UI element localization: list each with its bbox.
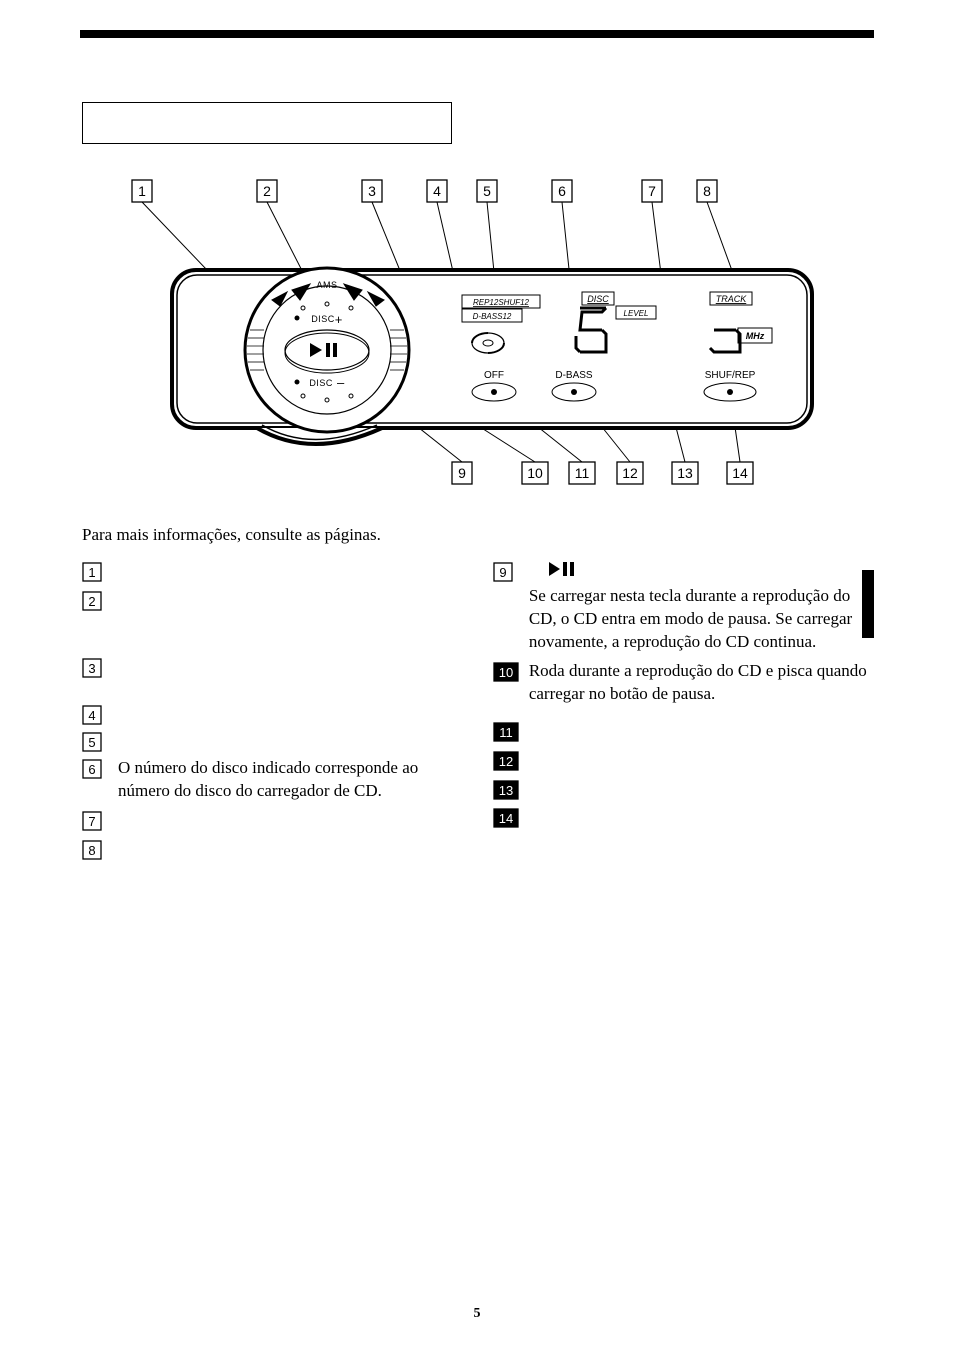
svg-text:3: 3 xyxy=(88,661,95,676)
svg-text:DISC: DISC xyxy=(587,294,609,304)
svg-text:7: 7 xyxy=(88,814,95,829)
page-number: 5 xyxy=(0,1306,954,1322)
svg-text:2: 2 xyxy=(263,183,271,199)
callout-num-8: 8 xyxy=(82,840,110,860)
svg-text:5: 5 xyxy=(88,735,95,750)
legend-right-column: 9 Se carregar nesta tecla durante a repr… xyxy=(493,560,872,866)
svg-text:13: 13 xyxy=(499,783,513,798)
intro-text: Para mais informações, consulte as págin… xyxy=(82,525,381,545)
svg-text:5: 5 xyxy=(483,183,491,199)
svg-text:MHz: MHz xyxy=(746,331,765,341)
ams-label: AMS xyxy=(316,280,337,290)
svg-text:7: 7 xyxy=(648,183,656,199)
callout-num-7: 7 xyxy=(82,811,110,831)
legend-item-12: 12 xyxy=(493,749,872,772)
svg-text:6: 6 xyxy=(88,762,95,777)
legend-item-8: 8 xyxy=(82,838,461,861)
legend-item-9: 9 Se carregar nesta tecla durante a repr… xyxy=(493,560,872,654)
svg-text:9: 9 xyxy=(458,465,466,481)
callout-num-11: 11 xyxy=(493,722,521,742)
svg-text:3: 3 xyxy=(368,183,376,199)
svg-text:REP12SHUF12: REP12SHUF12 xyxy=(473,298,530,307)
svg-text:11: 11 xyxy=(499,725,513,740)
svg-text:D-BASS12: D-BASS12 xyxy=(473,312,512,321)
legend-item-6: 6 O número do disco indicado corresponde… xyxy=(82,757,461,803)
svg-text:1: 1 xyxy=(88,565,95,580)
callout-num-1: 1 xyxy=(82,562,110,582)
legend-item-10: 10 Roda durante a reprodução do CD e pis… xyxy=(493,660,872,706)
legend-item-4: 4 xyxy=(82,703,461,726)
svg-text:LEVEL: LEVEL xyxy=(624,309,649,318)
svg-text:10: 10 xyxy=(499,665,513,680)
legend-item-2: 2 xyxy=(82,589,461,612)
callout-num-4: 4 xyxy=(82,705,110,725)
svg-text:SHUF/REP: SHUF/REP xyxy=(705,370,756,381)
section-title-box xyxy=(82,102,452,144)
svg-text:10: 10 xyxy=(527,465,543,481)
svg-text:8: 8 xyxy=(88,843,95,858)
svg-text:4: 4 xyxy=(433,183,441,199)
callout-num-13: 13 xyxy=(493,780,521,800)
svg-text:14: 14 xyxy=(499,811,513,826)
legend-item-13: 13 xyxy=(493,778,872,801)
svg-text:6: 6 xyxy=(558,183,566,199)
legend-item-14: 14 xyxy=(493,806,872,829)
legend-item-3: 3 xyxy=(82,656,461,679)
svg-text:4: 4 xyxy=(88,708,95,723)
play-pause-icon xyxy=(549,560,579,583)
svg-text:8: 8 xyxy=(703,183,711,199)
svg-text:11: 11 xyxy=(575,465,590,481)
callout-num-5: 5 xyxy=(82,732,110,752)
legend-item-11: 11 xyxy=(493,720,872,743)
svg-text:12: 12 xyxy=(622,465,638,481)
legend-left-column: 1 2 3 4 5 6 O número do disco indicado c… xyxy=(82,560,461,866)
legend-item-1: 1 xyxy=(82,560,461,583)
callout-num-3: 3 xyxy=(82,658,110,678)
svg-text:12: 12 xyxy=(499,754,513,769)
legend-item-7: 7 xyxy=(82,809,461,832)
svg-text:13: 13 xyxy=(677,465,693,481)
svg-text:TRACK: TRACK xyxy=(716,294,747,304)
svg-text:1: 1 xyxy=(138,183,146,199)
callout-num-9: 9 xyxy=(493,562,521,582)
callout-num-2: 2 xyxy=(82,591,110,611)
callout-num-10: 10 xyxy=(493,662,521,682)
svg-text:D-BASS: D-BASS xyxy=(555,370,593,381)
header-rule xyxy=(80,30,874,38)
svg-text:9: 9 xyxy=(499,565,506,580)
svg-text:DISC –: DISC – xyxy=(309,375,345,390)
callout-num-6: 6 xyxy=(82,759,110,779)
callout-num-14: 14 xyxy=(493,808,521,828)
svg-text:OFF: OFF xyxy=(484,370,504,381)
svg-text:2: 2 xyxy=(88,594,95,609)
legend-item-5: 5 xyxy=(82,730,461,753)
callout-num-12: 12 xyxy=(493,751,521,771)
svg-text:14: 14 xyxy=(732,465,748,481)
device-diagram: 12345678 91011121314 xyxy=(82,170,862,500)
